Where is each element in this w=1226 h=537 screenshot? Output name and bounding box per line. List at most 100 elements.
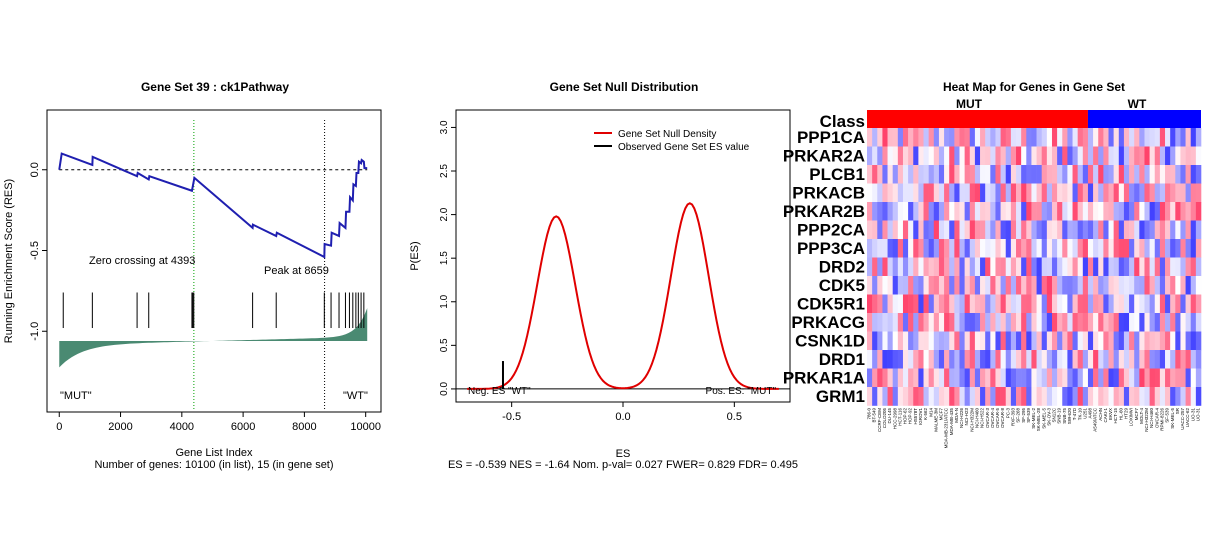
heatmap-cell	[1077, 202, 1084, 221]
heatmap-cell	[1165, 146, 1171, 166]
heatmap-cell	[892, 165, 899, 184]
heatmap-cell	[1041, 183, 1048, 203]
heatmap-cell	[949, 387, 955, 406]
heatmap-cell	[877, 128, 883, 147]
heatmap-cell	[1016, 368, 1022, 388]
heatmap-cell	[1129, 183, 1135, 203]
heatmap-cell	[985, 276, 991, 295]
heatmap-cell	[1010, 220, 1017, 240]
sample-label: K-562	[923, 408, 928, 421]
heatmap-cell	[1041, 220, 1048, 240]
null-axes: -0.5 0.0 0.5 0.0 0.5 1.0 1.5 2.0 2.5 3.0	[439, 120, 742, 423]
heatmap-cell	[990, 387, 996, 406]
heatmap-cell	[1026, 165, 1032, 184]
heatmap-cell	[908, 276, 914, 295]
heatmap-cell	[1159, 183, 1166, 203]
sample-label: UO-31	[1195, 408, 1200, 422]
heatmap-cell	[902, 128, 909, 147]
heatmap-cell	[1021, 128, 1027, 147]
heatmap-cell	[928, 387, 935, 406]
heatmap-cell	[1185, 257, 1192, 277]
heatmap-cell	[913, 202, 919, 221]
gene-labels: PPP1CAPRKAR2APLCB1PRKACBPRKAR2BPPP2CAPPP…	[783, 128, 865, 406]
heatmap-cell	[877, 294, 883, 314]
wt-end-label: "WT"	[343, 390, 368, 402]
heatmap-cell	[1134, 128, 1140, 147]
heatmap-cell	[1103, 220, 1109, 240]
heatmap-cell	[1000, 128, 1007, 147]
heatmap-cell	[923, 331, 929, 351]
heatmap-cell	[1190, 331, 1197, 351]
heatmap-cell	[928, 276, 935, 295]
heatmap-cell	[1093, 350, 1099, 369]
heatmap-cell	[1098, 294, 1104, 314]
heatmap-cell	[974, 294, 981, 314]
sample-label: NCI-H23	[964, 408, 969, 426]
heatmap-cell	[964, 239, 971, 258]
heatmap-cell	[1062, 276, 1068, 295]
heatmap-cell	[872, 165, 878, 184]
heatmap-cell	[1144, 146, 1150, 166]
heatmap-cell	[1165, 368, 1171, 388]
heatmap-cell	[887, 350, 893, 369]
heatmap-cell	[1031, 294, 1037, 314]
heatmap-cell	[928, 183, 935, 203]
heatmap-cell	[964, 183, 971, 203]
heatmap-cell	[1051, 128, 1058, 147]
heatmap-cell	[1118, 183, 1125, 203]
res-curve	[58, 152, 368, 259]
heatmap-cell	[908, 128, 914, 147]
sample-label: EKVX	[1108, 408, 1113, 420]
gene-label: PLCB1	[809, 165, 865, 184]
heatmap-cell	[949, 276, 955, 295]
heatmap-cell	[1170, 202, 1176, 221]
heatmap-cell	[1123, 276, 1130, 295]
heatmap-cell	[1016, 257, 1022, 277]
heatmap-cell	[1134, 202, 1140, 221]
heatmap-cell	[1067, 239, 1073, 258]
heatmap-cell	[1154, 257, 1161, 277]
heatmap-cell	[1149, 220, 1156, 240]
heatmap-cell	[1103, 313, 1109, 332]
heatmap-cell	[1046, 239, 1053, 258]
heatmap-cell	[1016, 331, 1022, 351]
heatmap-cell	[1031, 331, 1037, 351]
heatmap-cell	[1036, 368, 1043, 388]
heatmap-cell	[882, 350, 888, 369]
heatmap-cell	[944, 331, 950, 351]
heatmap-cell	[892, 331, 899, 351]
heatmap-cell	[1190, 368, 1197, 388]
gene-label: CSNK1D	[795, 332, 865, 351]
heatmap-cell	[1010, 294, 1017, 314]
heatmap-cell	[1175, 350, 1181, 369]
heatmap-cell	[1005, 350, 1012, 369]
heatmap-cell	[1057, 239, 1063, 258]
pos-es-label: Pos. ES: "MUT"	[706, 386, 777, 397]
heatmap-cell	[985, 220, 991, 240]
heatmap-cell	[959, 350, 965, 369]
heatmap-cell	[949, 331, 955, 351]
heatmap-cell	[1180, 165, 1186, 184]
heatmap-cell	[1082, 183, 1089, 203]
heatmap-cell	[1062, 146, 1068, 166]
heatmap-cell	[1190, 239, 1197, 258]
sample-label: SK-MEL-28	[1036, 408, 1041, 432]
heatmap-cell	[969, 313, 976, 332]
sample-label: SN12C	[1052, 407, 1057, 422]
heatmap-cell	[908, 331, 914, 351]
heatmap-cell	[1072, 202, 1078, 221]
heatmap-cell	[1021, 350, 1027, 369]
heatmap-cell	[1082, 220, 1089, 240]
heatmap-cell	[1010, 313, 1017, 332]
heatmap-cell	[938, 313, 945, 332]
heatmap-cell	[995, 165, 1001, 184]
heatmap-cell	[1057, 313, 1063, 332]
heatmap-cell	[1062, 257, 1068, 277]
heatmap-cell	[1051, 183, 1058, 203]
heatmap-cell	[1149, 165, 1156, 184]
heatmap-cell	[1190, 128, 1197, 147]
heatmap-cell	[974, 239, 981, 258]
heatmap-cell	[1195, 331, 1202, 351]
heatmap-cell	[1067, 257, 1073, 277]
heatmap-cell	[918, 165, 924, 184]
